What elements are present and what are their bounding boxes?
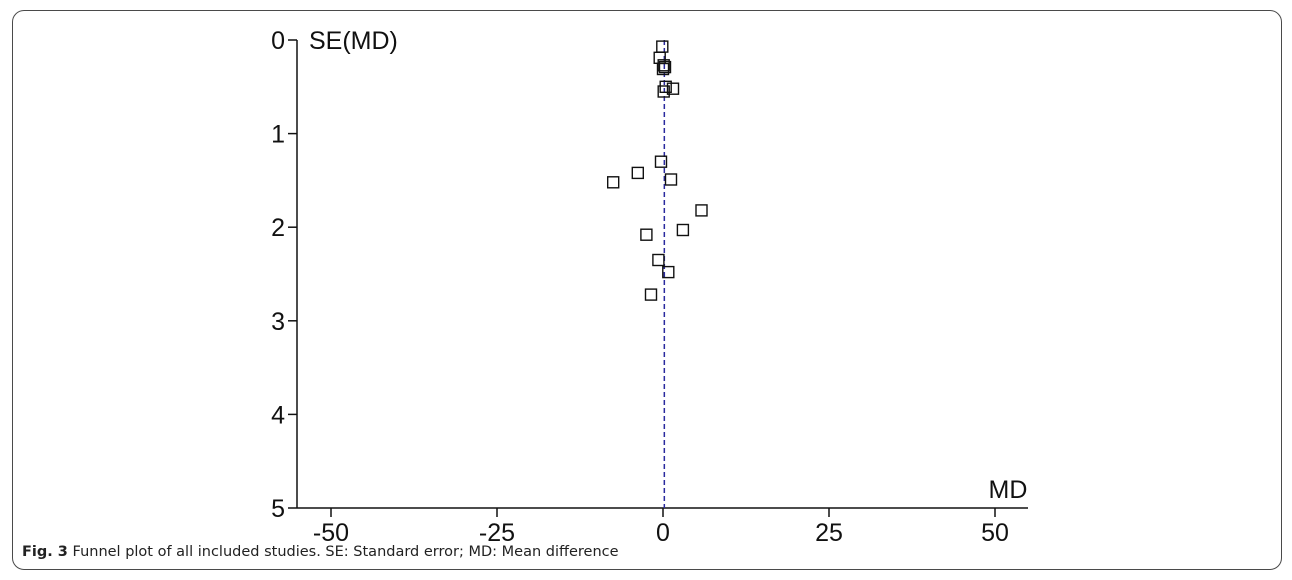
x-ticks: -50 -25 0 25 50 [313,508,1009,547]
x-tick-label: -25 [479,519,515,547]
y-axis-title: SE(MD) [309,27,398,55]
x-tick-label: 50 [981,519,1009,547]
study-point [658,60,672,74]
study-point [664,173,678,186]
x-tick-label: 0 [656,519,670,547]
y-tick-label: 3 [271,308,285,336]
study-point [656,40,669,53]
study-point [659,80,672,94]
x-tick-label: 25 [815,519,843,547]
study-point [652,253,665,267]
study-point [676,223,690,237]
study-point [657,59,670,72]
caption-text: Funnel plot of all included studies. SE:… [67,544,619,560]
y-ticks: 0 1 2 3 4 5 [271,27,297,523]
study-point [640,228,653,241]
y-tick-label: 2 [271,214,285,242]
y-tick-label: 0 [271,27,285,55]
study-point [695,204,708,217]
study-point [607,176,620,189]
study-point [631,166,644,180]
caption-label: Fig. 3 [22,544,68,560]
x-tick-label: -50 [313,519,349,547]
figure-frame [12,10,1282,570]
study-point [656,62,670,76]
figure-caption: Fig. 3 Funnel plot of all included studi… [22,544,619,560]
y-tick-label: 4 [271,401,285,429]
study-point [666,82,680,95]
data-points [607,40,708,301]
y-tick-label: 5 [271,495,285,523]
study-point [654,155,668,168]
study-point [662,265,675,279]
study-point [657,85,670,98]
study-point [644,288,658,301]
x-axis-title: MD [989,476,1028,504]
y-tick-label: 1 [271,121,285,149]
